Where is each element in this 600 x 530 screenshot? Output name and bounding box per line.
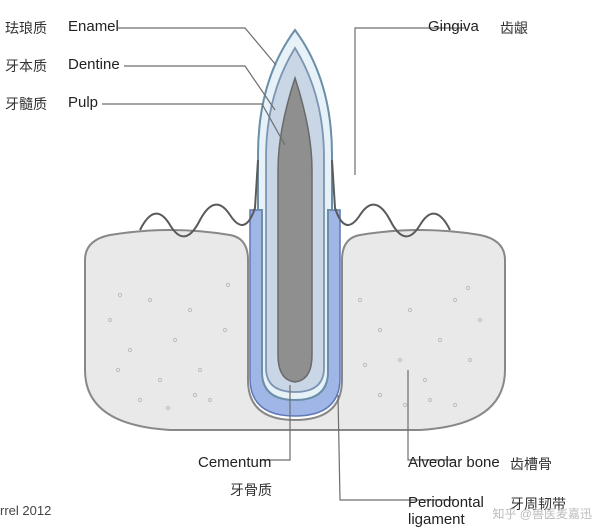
label-alveolar-en: Alveolar bone <box>408 454 500 471</box>
watermark: 知乎 @兽医麦嘉迅 <box>492 505 592 522</box>
label-pulp-en: Pulp <box>68 94 98 111</box>
label-dentine-cn: 牙本质 <box>5 56 47 76</box>
gingiva-right <box>332 160 450 236</box>
label-alveolar-cn: 齿槽骨 <box>510 454 552 474</box>
gingiva-left <box>140 160 258 236</box>
credit-text: rrel 2012 <box>0 503 51 518</box>
label-enamel-en: Enamel <box>68 18 119 35</box>
label-cementum-cn: 牙骨质 <box>230 480 272 500</box>
label-pulp-cn: 牙髓质 <box>5 94 47 114</box>
label-gingiva-en: Gingiva <box>428 18 479 35</box>
label-dentine-en: Dentine <box>68 56 120 73</box>
label-enamel-cn: 珐琅质 <box>5 18 47 38</box>
label-periodontal-en: Periodontal ligament <box>408 494 498 528</box>
diagram-stage: 珐琅质 Enamel 牙本质 Dentine 牙髓质 Pulp Gingiva … <box>0 0 600 530</box>
pulp <box>278 78 312 382</box>
label-gingiva-cn: 齿龈 <box>500 18 528 38</box>
label-cementum-en: Cementum <box>198 454 271 471</box>
diagram-svg <box>0 0 600 530</box>
